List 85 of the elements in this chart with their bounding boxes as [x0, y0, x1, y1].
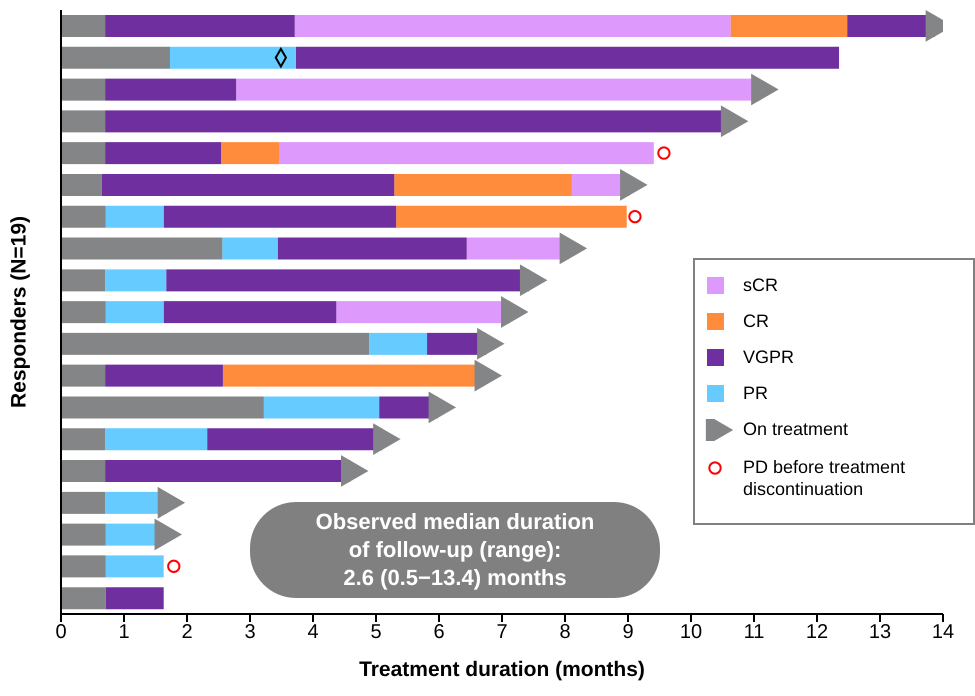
- bar: [106, 301, 164, 324]
- point: [751, 74, 779, 106]
- x-tick-label: 3: [244, 621, 256, 644]
- x-tick-label: 11: [744, 621, 764, 644]
- legend-label: CR: [743, 310, 770, 332]
- bar: [236, 78, 760, 101]
- point: [560, 232, 588, 264]
- bar: [394, 174, 572, 196]
- bar: [105, 78, 236, 101]
- x-tick-label: 14: [932, 621, 954, 644]
- bar: [294, 15, 731, 37]
- x-tick-label: 9: [622, 621, 634, 644]
- bar: [296, 46, 840, 69]
- point: [158, 486, 186, 519]
- bar: [106, 206, 164, 228]
- bar: [61, 301, 106, 324]
- bar: [61, 78, 106, 101]
- point: [373, 423, 401, 456]
- bar: [278, 142, 654, 164]
- bar: [105, 142, 222, 164]
- x-tick-label: 7: [496, 621, 508, 644]
- point: [520, 264, 548, 296]
- point: [501, 296, 528, 328]
- bar: [164, 301, 336, 324]
- point: [474, 360, 502, 392]
- bar: [170, 46, 296, 69]
- bar: [61, 206, 106, 228]
- bar: [221, 142, 279, 164]
- bar: [61, 364, 106, 387]
- rounded-label-box: Observed median duration of follow-up (range): 2.6 (0.5−13.4) months: [250, 502, 660, 598]
- bar: [396, 206, 627, 228]
- point: [341, 455, 368, 487]
- x-tick-label: 8: [559, 621, 571, 644]
- x-tick-label: 2: [181, 621, 193, 644]
- bar: [207, 428, 382, 450]
- x-tick-label: 1: [118, 621, 130, 644]
- point: [477, 328, 505, 360]
- bar: [369, 332, 428, 355]
- x-tick-label: 6: [433, 621, 445, 644]
- bar: [106, 555, 164, 578]
- bar: [106, 587, 164, 610]
- bar: [166, 269, 530, 292]
- bar: [730, 15, 848, 37]
- bar: [61, 238, 222, 260]
- x-tick-label: 13: [868, 621, 892, 644]
- bar: [61, 142, 106, 164]
- bar: [61, 269, 106, 292]
- x-tick-label: 10: [680, 621, 702, 644]
- x-tick-label: 0: [55, 621, 67, 644]
- legend-label: sCR: [743, 274, 779, 296]
- bar: [105, 364, 223, 387]
- bar: [105, 428, 208, 450]
- point: [428, 392, 456, 424]
- bar: [61, 15, 106, 37]
- y-axis-title: Responders (N=19): [7, 216, 30, 408]
- bar: [105, 269, 166, 292]
- point: [620, 168, 648, 201]
- bar: [264, 396, 380, 418]
- bar: [61, 492, 106, 514]
- bar: [61, 587, 106, 610]
- bar: [61, 428, 106, 450]
- bar: [61, 555, 106, 578]
- legend-label: VGPR: [743, 346, 796, 368]
- bar: [61, 110, 106, 132]
- bar: [105, 15, 295, 37]
- point: [154, 518, 182, 550]
- legend-label: On treatment: [743, 418, 850, 440]
- x-tick-label: 12: [806, 621, 828, 644]
- bar: [105, 110, 730, 132]
- bar: [102, 174, 394, 196]
- bar: [278, 238, 467, 260]
- legend-label: PR: [743, 382, 770, 404]
- bar: [164, 206, 396, 228]
- bar: [61, 524, 106, 546]
- legend-label: PD before treatment discontinuation: [743, 456, 906, 500]
- bar: [61, 46, 170, 69]
- bar: [61, 396, 264, 418]
- x-axis-title: Treatment duration (months): [359, 658, 645, 681]
- point: [720, 105, 748, 138]
- bar: [61, 460, 106, 482]
- bar: [61, 174, 102, 196]
- bar: [61, 332, 370, 355]
- x-tick-label: 5: [370, 621, 382, 644]
- bar: [222, 238, 278, 260]
- x-tick-label: 4: [307, 621, 319, 644]
